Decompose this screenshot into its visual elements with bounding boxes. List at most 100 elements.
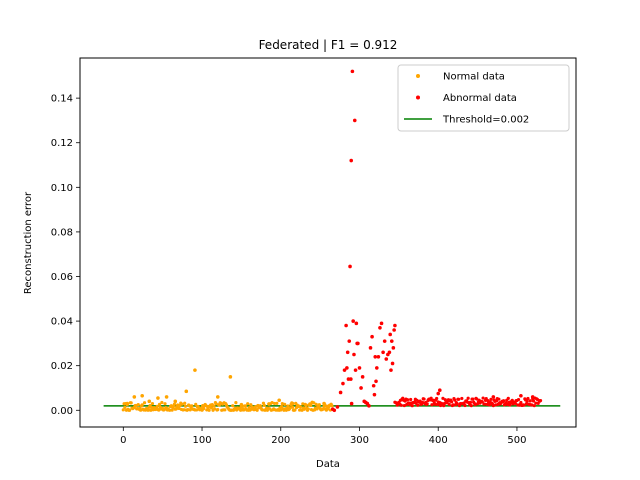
normal-data-point [310, 400, 315, 405]
abnormal-data-point [538, 398, 543, 403]
abnormal-data-point [506, 396, 510, 400]
abnormal-data-point [373, 354, 378, 359]
normal-data-point [172, 402, 177, 406]
abnormal-data-point [491, 395, 496, 399]
abnormal-data-point [534, 401, 538, 405]
y-tick-label: 0.04 [51, 317, 73, 328]
y-tick-label: 0.06 [51, 272, 73, 283]
abnormal-data-point [489, 397, 493, 401]
normal-data-point [132, 395, 137, 399]
normal-data-point [193, 368, 197, 372]
chart-title: Federated | F1 = 0.912 [259, 38, 398, 52]
normal-data-point [183, 404, 188, 408]
abnormal-data-point [519, 400, 523, 405]
legend-normal-data-label: Normal data [443, 72, 505, 83]
y-tick-label: 0.10 [51, 183, 73, 194]
normal-data-point [239, 402, 244, 407]
y-tick-label: 0.14 [51, 94, 73, 105]
abnormal-data-point [357, 366, 362, 370]
abnormal-data-point [352, 352, 356, 357]
abnormal-data-point [460, 396, 464, 401]
abnormal-data-point [332, 408, 337, 413]
normal-data-point [140, 403, 144, 407]
abnormal-data-point [338, 390, 343, 395]
normal-data-point [160, 400, 164, 405]
y-axis-label: Reconstruction error [23, 191, 34, 294]
y-tick-label: 0.02 [51, 361, 73, 372]
abnormal-data-point [420, 400, 425, 404]
x-axis: 0 100 200 300 400 500 [120, 427, 526, 446]
x-tick-label: 100 [192, 435, 211, 446]
normal-data-point [125, 401, 130, 406]
normal-data-point [249, 403, 253, 407]
abnormal-data-point [352, 118, 357, 123]
normal-data-point [136, 403, 140, 407]
abnormal-data-point [349, 401, 354, 406]
abnormal-data-point [516, 397, 521, 402]
plot-frame [79, 57, 577, 428]
normal-data-point [155, 404, 159, 408]
x-axis-label: Data [316, 459, 340, 470]
normal-data-point [205, 408, 209, 412]
normal-data-point [290, 405, 295, 409]
normal-data-point [293, 408, 297, 412]
normal-data-point [261, 408, 265, 412]
normal-data-point [173, 399, 178, 404]
y-tick-label: 0.08 [51, 227, 73, 238]
abnormal-data-point [425, 402, 429, 406]
normal-data-point [255, 408, 259, 412]
abnormal-data-point [389, 368, 393, 372]
abnormal-data-point [451, 403, 455, 407]
normal-data-point [317, 403, 321, 407]
abnormal-data-point [391, 346, 396, 350]
abnormal-data-point [453, 398, 457, 402]
legend-abnormal-data-marker [416, 95, 420, 100]
normal-data-point [190, 404, 194, 408]
abnormal-data-point [436, 391, 441, 396]
normal-data-point [156, 396, 160, 400]
normal-data-point [247, 405, 251, 410]
abnormal-data-point [501, 399, 506, 403]
abnormal-data-point [457, 397, 461, 401]
abnormal-data-point [351, 319, 355, 323]
normal-data-point [140, 393, 144, 398]
x-tick-label: 300 [350, 435, 369, 446]
abnormal-data-point [508, 403, 512, 407]
abnormal-data-point [435, 396, 439, 401]
x-tick-label: 200 [271, 435, 290, 446]
legend-threshold-label: Threshold=0.002 [442, 115, 529, 126]
abnormal-data-point [374, 379, 378, 384]
abnormal-data-point [371, 383, 376, 388]
abnormal-data-point [433, 402, 437, 406]
x-tick-label: 400 [429, 435, 448, 446]
abnormal-data-point [463, 403, 467, 408]
abnormal-data-point [344, 323, 348, 328]
normal-data-point [330, 404, 334, 408]
abnormal-data-series [330, 69, 543, 413]
abnormal-data-point [353, 368, 358, 372]
abnormal-data-point [410, 404, 414, 408]
x-tick-label: 0 [120, 435, 126, 446]
abnormal-data-point [381, 350, 385, 355]
normal-data-point [216, 408, 220, 412]
normal-data-point [286, 404, 290, 408]
abnormal-data-point [392, 328, 396, 332]
normal-data-point [253, 405, 258, 409]
normal-data-point [168, 408, 172, 412]
normal-data-series [121, 368, 334, 412]
normal-data-point [169, 404, 173, 408]
abnormal-data-point [437, 388, 442, 393]
normal-data-point [275, 401, 279, 405]
normal-data-point [209, 406, 214, 410]
legend-abnormal-data-label: Abnormal data [443, 93, 517, 104]
normal-data-point [231, 404, 235, 408]
normal-data-point [277, 398, 281, 403]
abnormal-data-point [390, 361, 395, 366]
normal-data-point [272, 401, 277, 406]
abnormal-data-point [356, 341, 360, 346]
legend-normal-data-marker [416, 74, 420, 78]
abnormal-data-point [359, 386, 363, 390]
abnormal-data-point [422, 397, 426, 401]
normal-data-point [146, 408, 151, 412]
normal-data-point [129, 401, 133, 405]
